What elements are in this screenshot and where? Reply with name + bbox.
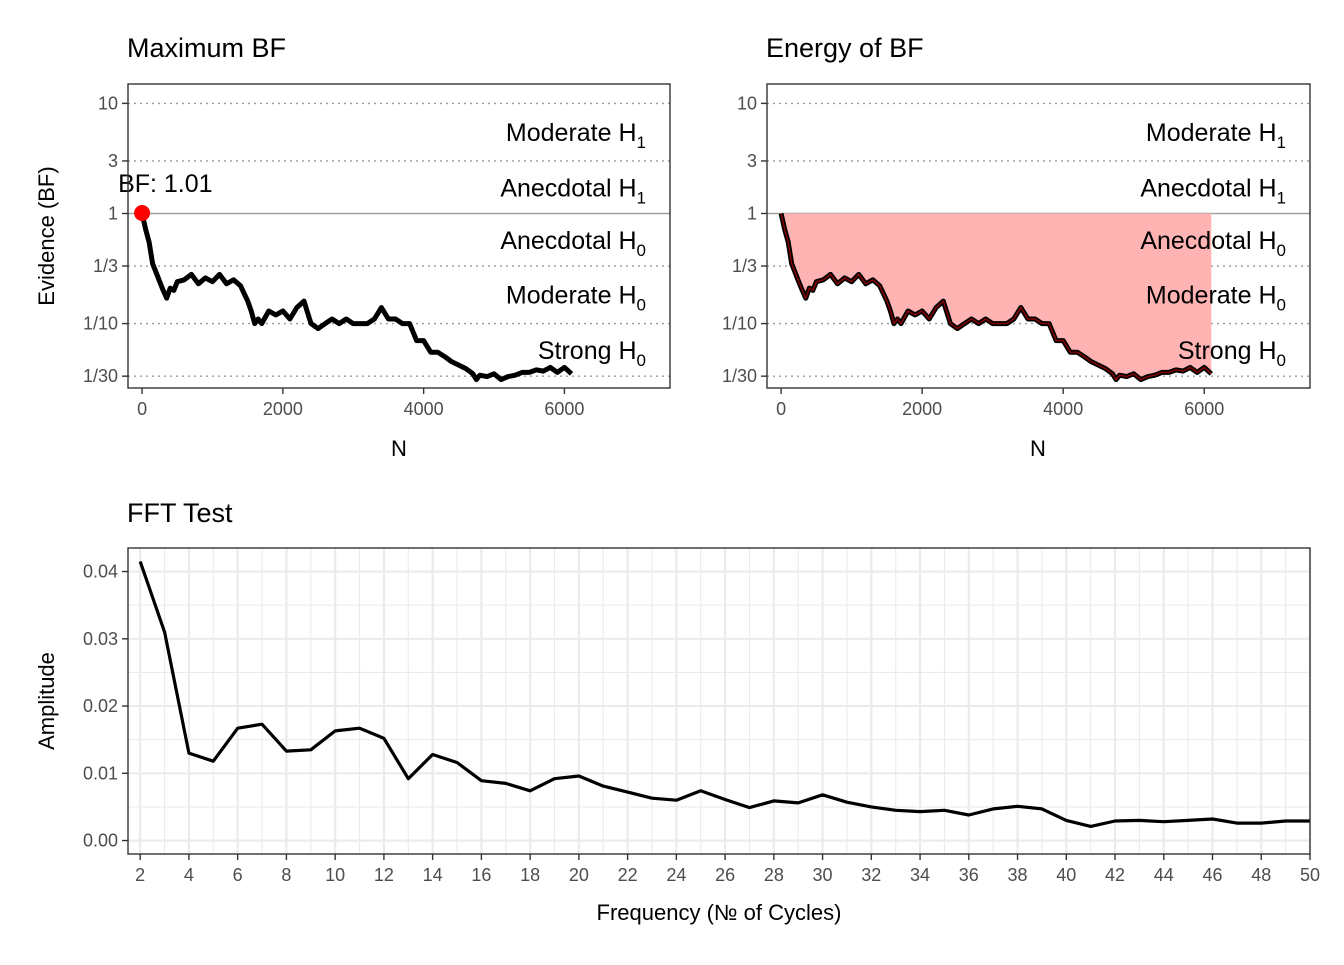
x-tick-label: 0 xyxy=(137,399,147,419)
evidence-zone-label: Anecdotal H0 xyxy=(1140,227,1286,260)
x-tick-label: 0 xyxy=(776,399,786,419)
x-tick-label: 46 xyxy=(1202,865,1222,885)
y-tick-label: 3 xyxy=(108,151,118,171)
energy-area xyxy=(781,213,1212,380)
x-axis-label: N xyxy=(1030,436,1046,461)
y-tick-label: 0.02 xyxy=(83,696,118,716)
x-tick-label: 42 xyxy=(1105,865,1125,885)
panel-title: FFT Test xyxy=(127,498,233,528)
y-tick-label: 0.04 xyxy=(83,562,118,582)
x-tick-label: 6000 xyxy=(544,399,584,419)
x-tick-label: 26 xyxy=(715,865,735,885)
x-tick-label: 4 xyxy=(184,865,194,885)
x-tick-label: 2000 xyxy=(902,399,942,419)
x-tick-label: 48 xyxy=(1251,865,1271,885)
y-tick-label: 1/10 xyxy=(83,314,118,334)
plot-border xyxy=(766,83,1311,389)
panel-title: Maximum BF xyxy=(127,33,286,63)
y-tick-label: 3 xyxy=(747,151,757,171)
evidence-zone-label: Anecdotal H1 xyxy=(1140,174,1286,207)
x-tick-label: 6 xyxy=(233,865,243,885)
max-bf-point xyxy=(134,205,151,222)
panel-maximum-bf: Maximum BF Moderate H1 Anecdotal H1 Anecdo… xyxy=(34,33,671,461)
y-tick-label: 0.00 xyxy=(83,831,118,851)
x-tick-label: 4000 xyxy=(1043,399,1083,419)
y-axis-label: Evidence (BF) xyxy=(34,166,59,305)
panel-title: Energy of BF xyxy=(766,33,924,63)
x-tick-label: 18 xyxy=(520,865,540,885)
evidence-zone-label: Moderate H0 xyxy=(506,282,646,315)
series-line-overlay xyxy=(780,213,1212,381)
y-tick-label: 1 xyxy=(747,203,757,223)
y-tick-label: 0.01 xyxy=(83,763,118,783)
x-tick-label: 40 xyxy=(1056,865,1076,885)
panel-fft-test: FFT Test 0.000.010.020.030.04 2 4 6 8 10 12 14… xyxy=(34,498,1320,925)
x-tick-label: 16 xyxy=(471,865,491,885)
evidence-zone-label: Moderate H0 xyxy=(1146,282,1286,315)
x-tick-label: 24 xyxy=(666,865,686,885)
x-tick-label: 2 xyxy=(135,865,145,885)
x-tick-label: 12 xyxy=(374,865,394,885)
x-tick-label: 14 xyxy=(423,865,443,885)
x-tick-label: 4000 xyxy=(404,399,444,419)
y-tick-label: 10 xyxy=(737,93,757,113)
x-tick-label: 10 xyxy=(325,865,345,885)
evidence-zone-label: Moderate H1 xyxy=(1146,119,1286,152)
x-tick-label: 20 xyxy=(569,865,589,885)
y-axis-label: Amplitude xyxy=(34,652,59,750)
panel-energy-of-bf: Energy of BF Moderate H1 Anecdotal H1 Anec… xyxy=(722,33,1311,461)
y-tick-label: 1/3 xyxy=(93,256,118,276)
x-tick-label: 8 xyxy=(281,865,291,885)
evidence-zone-label: Moderate H1 xyxy=(506,119,646,152)
y-tick-label: 1/30 xyxy=(83,366,118,386)
x-tick-label: 22 xyxy=(618,865,638,885)
x-tick-label: 32 xyxy=(861,865,881,885)
x-axis-label: Frequency (№ of Cycles) xyxy=(597,900,842,925)
y-tick-label: 10 xyxy=(98,93,118,113)
x-tick-label: 28 xyxy=(764,865,784,885)
x-tick-label: 30 xyxy=(813,865,833,885)
evidence-zone-label: Strong H0 xyxy=(538,337,646,370)
x-tick-label: 2000 xyxy=(263,399,303,419)
y-tick-label: 1 xyxy=(108,203,118,223)
y-tick-label: 1/10 xyxy=(722,314,757,334)
y-tick-label: 0.03 xyxy=(83,629,118,649)
x-tick-label: 50 xyxy=(1300,865,1320,885)
series-line xyxy=(139,212,574,383)
y-tick-label: 1/3 xyxy=(732,256,757,276)
x-axis-label: N xyxy=(391,436,407,461)
x-tick-label: 34 xyxy=(910,865,930,885)
evidence-zone-label: Strong H0 xyxy=(1178,337,1286,370)
series-line xyxy=(138,560,1310,828)
plot-border xyxy=(127,547,1311,855)
evidence-zone-label: Anecdotal H0 xyxy=(500,227,646,260)
x-tick-label: 38 xyxy=(1008,865,1028,885)
x-tick-label: 36 xyxy=(959,865,979,885)
plot-border xyxy=(127,83,671,389)
max-bf-label: BF: 1.01 xyxy=(118,170,212,198)
y-tick-label: 1/30 xyxy=(722,366,757,386)
x-tick-label: 6000 xyxy=(1184,399,1224,419)
x-tick-label: 44 xyxy=(1154,865,1174,885)
evidence-zone-label: Anecdotal H1 xyxy=(500,174,646,207)
